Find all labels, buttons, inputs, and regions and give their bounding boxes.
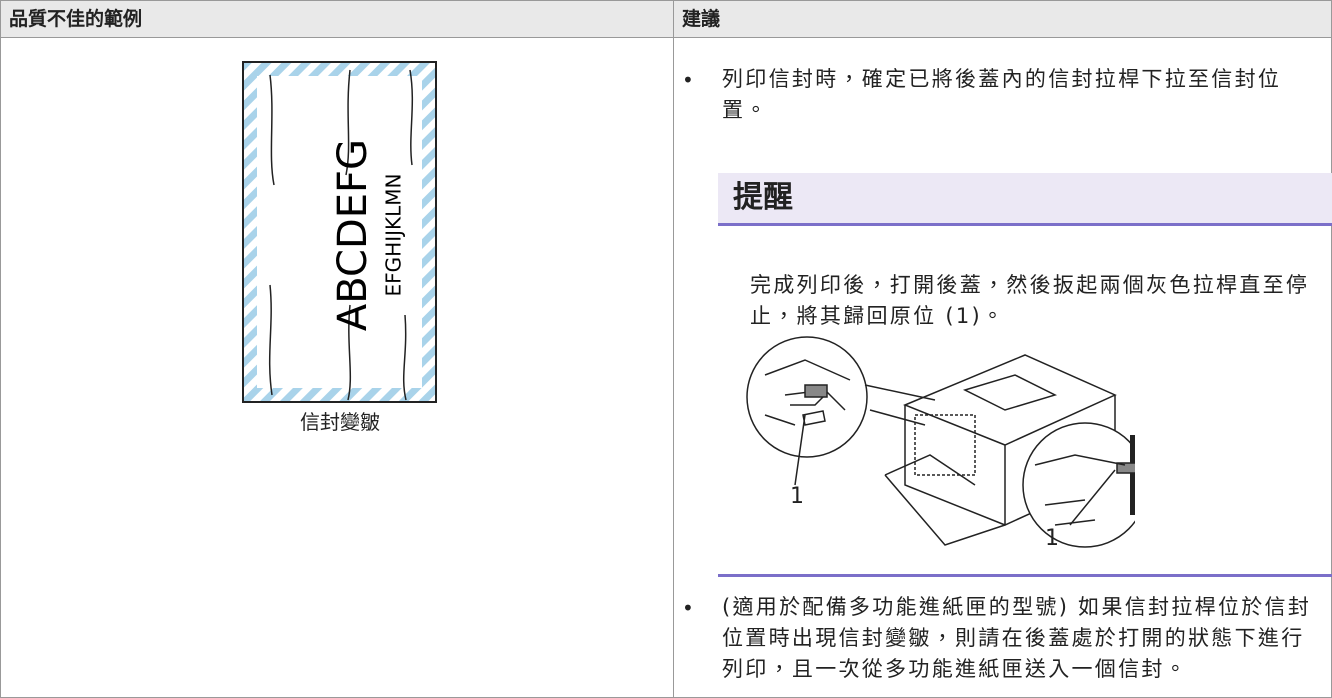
bullet: • [682,596,694,620]
bullet: • [682,68,694,92]
note-title: 提醒 [733,180,793,215]
suggestion: (適用於配備多功能進紙匣的型號) 如果信封拉桿位於信封位置時出現信封變皺，則請在… [722,595,1312,681]
figure-label: 1 [1045,526,1059,551]
note-title-bar [718,173,1332,226]
caption: 信封變皺 [300,410,380,434]
image-text: EFGHIJKLMN [382,174,406,297]
header-cell: 建議 [673,0,1332,38]
note-bottom-rule [718,574,1332,577]
figure-label: 1 [790,484,804,509]
header-cell: 品質不佳的範例 [0,0,674,38]
suggestion: 列印信封時，確定已將後蓋內的信封拉桿下拉至信封位置。 [722,67,1282,122]
printer-illustration: 1 1 [746,336,1135,551]
image-text: ABCDEFG [330,139,376,331]
envelope-illustration: ABCDEFG EFGHIJKLMN [242,61,437,403]
note-text: 完成列印後，打開後蓋，然後扳起兩個灰色拉桿直至停止，將其歸回原位 (1)。 [750,273,1310,328]
